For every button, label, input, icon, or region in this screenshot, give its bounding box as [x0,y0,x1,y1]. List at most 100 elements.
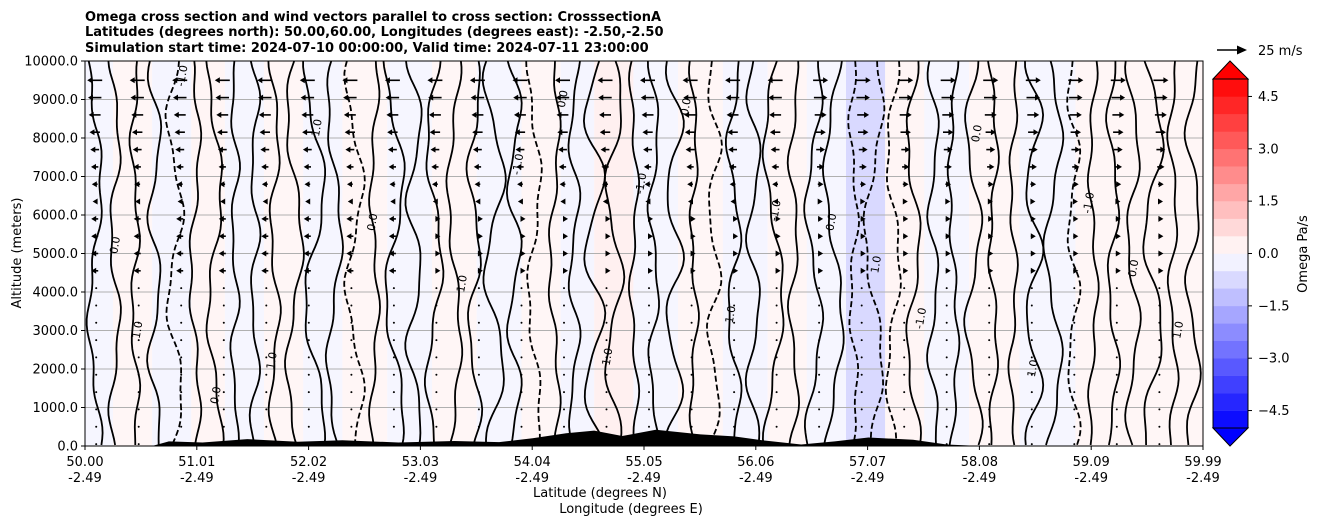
wind-vector-head [385,94,391,101]
wind-vector-dot [350,304,353,307]
contour-label: -1.0 [308,118,325,141]
wind-vector-dot [180,408,183,411]
wind-vector-head [600,146,606,153]
title-line-2: Latitudes (degrees north): 50.00,60.00, … [85,25,664,40]
wind-vector-dot [137,287,140,290]
wind-vector-dot [265,321,268,324]
plot-area: 0.0 1.0 -1.0 0.0 1.0 -1.0 0.0 1.0 -1.0 0.0 1.0 -1.0… [84,60,1204,447]
wind-vector-dot [1115,373,1118,376]
x-tick-label-lon: -2.49 [515,471,549,486]
wind-vector-head [557,129,563,136]
wind-vector-dot [520,391,523,394]
wind-vector-head [91,233,97,240]
wind-vector-dot [1158,373,1161,376]
wind-vector-head [769,111,775,118]
wind-vector-dot [95,339,98,342]
wind-vector-head [1159,163,1165,170]
wind-vector-dot [180,425,183,428]
wind-vector-dot [733,321,736,324]
colorbar-tick-label: −1.5 [1258,299,1290,314]
wind-vector-dot [477,408,480,411]
wind-vector-dot [1073,391,1076,394]
title-line-1: Omega cross section and wind vectors par… [85,10,661,25]
wind-vector-dot [690,408,693,411]
wind-vector-head [558,163,564,170]
colorbar-band [1213,131,1248,150]
wind-vector-head [946,163,952,170]
wind-vector-dot [1073,321,1076,324]
x-tick-label-lat: 50.00 [66,455,103,470]
wind-vector-dot [648,373,650,376]
wind-vector-head [602,198,608,205]
x-tick-label-lon: -2.49 [292,471,326,486]
contour-label: 0.0 [107,235,123,254]
wind-vector-head [517,198,523,205]
wind-vector-head [520,233,526,240]
wind-vector-dot [307,425,310,428]
contour-line [627,60,641,446]
wind-vector-dot [988,408,991,411]
wind-vector-dot [605,391,608,394]
x-tick-label-lat: 56.06 [737,455,774,470]
wind-vector-head [218,163,224,170]
colorbar-band [1213,288,1248,307]
wind-vector-dot [945,373,948,376]
wind-vector-head [91,267,97,274]
contour-line [567,60,582,446]
wind-vector-dot [563,339,565,342]
wind-vector-dot [903,356,906,359]
y-tick-label: 0.0 [57,440,78,455]
wind-vector-dot [392,356,395,359]
wind-vector-dot [477,373,480,376]
wind-vector-head [907,94,913,101]
colorbar-ticks: 4.5 3.0 1.5 0.0 −1.5 −3.0 −4.5 [1248,90,1290,419]
wind-vector-dot [477,391,480,394]
wind-vector-dot [648,425,650,428]
wind-vector-dot [137,304,140,307]
wind-vector-head [687,181,693,188]
wind-vector-head [303,250,309,257]
wind-vector-dot [860,391,863,394]
wind-vector-head [435,250,441,257]
wind-vector-dot [435,287,438,290]
wind-vector-head [389,181,395,188]
wind-vector-head [862,146,868,153]
wind-vector-head [427,77,433,84]
contour-line [1042,60,1065,446]
wind-vector-dot [1158,425,1161,428]
wind-vector-head [88,94,93,101]
wind-vector-head [1115,250,1121,257]
wind-vector-head [472,129,478,136]
contour-line [1142,60,1165,446]
wind-vector-head [905,146,911,153]
wind-vector-dot [95,287,98,290]
wind-vector-dot [477,287,480,290]
wind-vector-head [1118,129,1124,136]
contour-line [368,60,381,446]
wind-vector-dot [945,321,948,324]
wind-vector-dot [222,373,225,376]
wind-vector-head [860,250,866,257]
contour-line [146,60,163,446]
wind-vector-head [1161,111,1167,118]
wind-vector-dot [733,373,736,376]
contour-line [481,60,507,445]
wind-vector-dot [648,356,650,359]
contour-line [1007,60,1019,446]
wind-vector-dot [222,408,225,411]
wind-vector-head [92,198,98,205]
wind-vector-dot [690,356,693,359]
wind-vector-head [908,77,914,84]
x-tick-label-lat: 53.03 [402,455,439,470]
wind-vector-head [346,267,352,274]
wind-vector-dot [137,443,140,446]
wind-vector-head [727,129,733,136]
colorbar-extend-max [1211,60,1250,80]
wind-vector-head [768,94,774,101]
contour-line [248,60,262,446]
colorbar-band [1213,375,1248,394]
wind-vector-dot [818,391,821,394]
colorbar-band [1213,253,1248,272]
wind-vector-head [388,233,394,240]
wind-vector-dot [265,391,268,394]
